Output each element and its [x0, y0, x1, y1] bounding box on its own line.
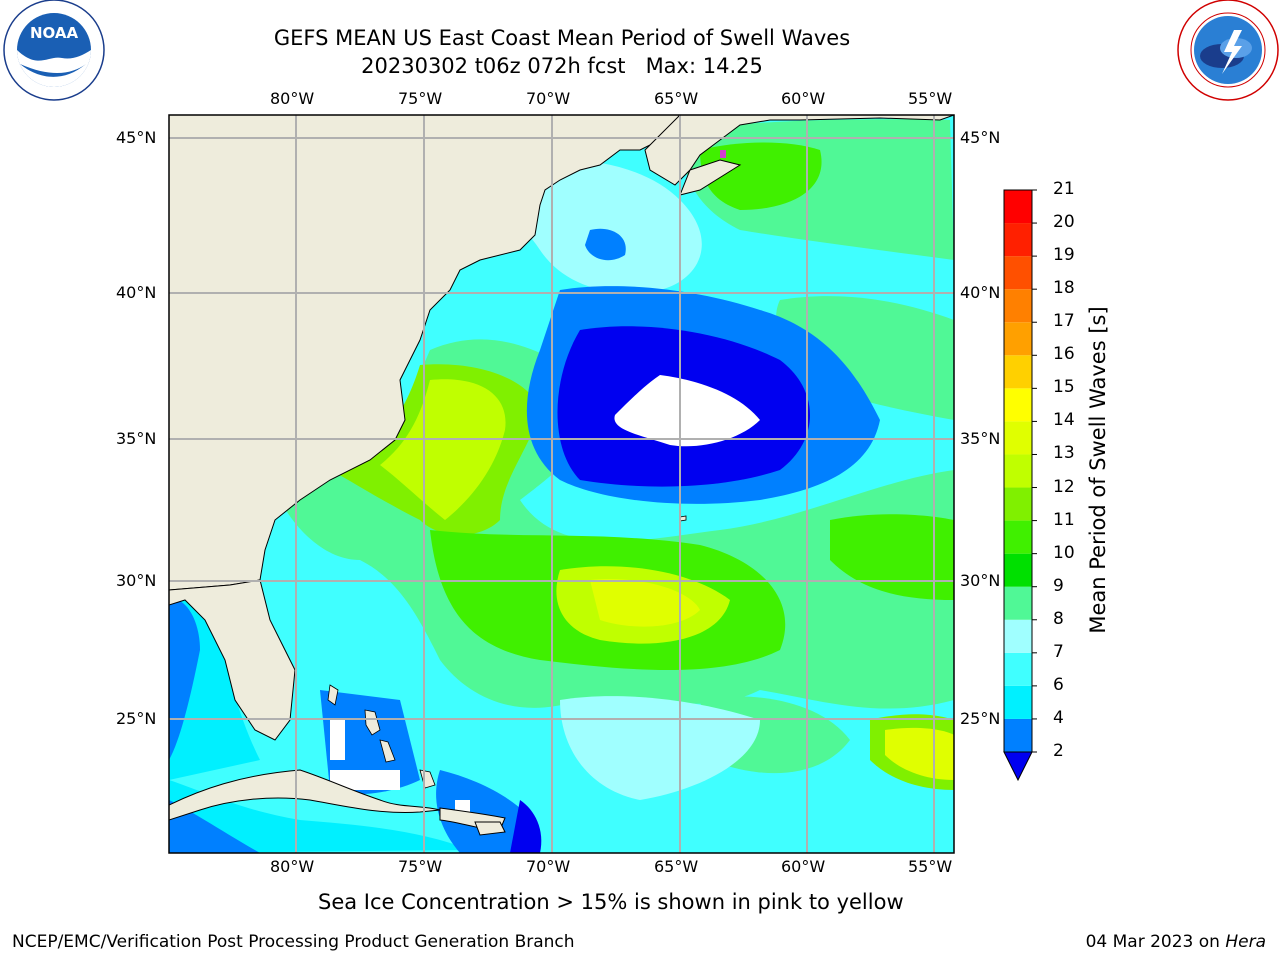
lon-label-bottom-70w: 70°W — [526, 857, 571, 876]
lat-label-right-25n: 25°N — [960, 709, 1001, 728]
colorbar-segment — [1004, 685, 1032, 719]
lat-label-right-45n: 45°N — [960, 128, 1001, 147]
lat-label-right-35n: 35°N — [960, 429, 1001, 448]
colorbar-title: Mean Period of Swell Waves [s] — [1086, 306, 1110, 634]
graticule — [169, 115, 954, 853]
colorbar-level-label: 11 — [1053, 509, 1075, 530]
colorbar-segment — [1004, 322, 1032, 356]
colorbar-segment — [1004, 454, 1032, 488]
colorbar-level-label: 9 — [1053, 575, 1064, 596]
credit-right: 04 Mar 2023 on Hera — [1086, 932, 1266, 952]
colorbar-segment — [1004, 718, 1032, 752]
noaa-logo-text: NOAA — [30, 24, 79, 42]
lat-label-left-45n: 45°N — [116, 128, 157, 147]
nws-logo — [1177, 0, 1279, 101]
colorbar-level-label: 15 — [1053, 377, 1075, 398]
lat-label-left-40n: 40°N — [116, 283, 157, 302]
noaa-logo: NOAA — [3, 0, 105, 101]
colorbar-segment — [1004, 190, 1032, 224]
lon-label-bottom-75w: 75°W — [398, 857, 443, 876]
credit-left: NCEP/EMC/Verification Post Processing Pr… — [12, 932, 575, 952]
map-field — [169, 115, 954, 853]
colorbar-level-label: 18 — [1053, 278, 1075, 299]
lat-label-left-30n: 30°N — [116, 571, 157, 590]
lon-label-top-65w: 65°W — [654, 89, 699, 108]
lat-label-left-35n: 35°N — [116, 429, 157, 448]
lon-label-top-70w: 70°W — [526, 89, 571, 108]
map-frame — [168, 114, 955, 854]
colorbar-level-label: 20 — [1053, 212, 1075, 233]
colorbar-segment — [1004, 256, 1032, 290]
colorbar-level-label: 4 — [1053, 707, 1064, 728]
lon-label-bottom-65w: 65°W — [654, 857, 699, 876]
colorbar-level-label: 8 — [1053, 608, 1064, 629]
colorbar-level-label: 2 — [1053, 741, 1064, 761]
colorbar-segment — [1004, 520, 1032, 554]
lon-label-top-80w: 80°W — [270, 89, 315, 108]
colorbar-segment — [1004, 355, 1032, 389]
colorbar-level-label: 7 — [1053, 641, 1064, 662]
sea-ice-marker — [720, 150, 726, 158]
colorbar-segment — [1004, 652, 1032, 686]
colorbar-segment — [1004, 619, 1032, 653]
lon-label-bottom-60w: 60°W — [781, 857, 826, 876]
colorbar-frame — [1003, 189, 1033, 753]
colorbar-level-label: 19 — [1053, 245, 1075, 266]
colorbar-level-label: 16 — [1053, 344, 1075, 365]
lon-label-top-75w: 75°W — [398, 89, 443, 108]
colorbar-segment — [1004, 421, 1032, 455]
colorbar-level-label: 14 — [1053, 410, 1075, 431]
lat-label-right-30n: 30°N — [960, 571, 1001, 590]
colorbar-level-label: 10 — [1053, 542, 1075, 563]
credit-date: 04 Mar 2023 on — [1085, 932, 1226, 952]
colorbar-segment — [1004, 553, 1032, 587]
lon-label-bottom-55w: 55°W — [908, 857, 953, 876]
swell-period-shading — [169, 115, 954, 853]
colorbar-segment — [1004, 223, 1032, 257]
colorbar-level-label: 6 — [1053, 674, 1064, 695]
colorbar-segment — [1004, 289, 1032, 323]
colorbar-extend-arrow — [1003, 751, 1033, 782]
colorbar-level-label: 12 — [1053, 476, 1075, 497]
lon-label-top-55w: 55°W — [908, 89, 953, 108]
colorbar-level-label: 17 — [1053, 311, 1075, 332]
colorbar-segment — [1004, 586, 1032, 620]
sea-ice-note: Sea Ice Concentration > 15% is shown in … — [318, 890, 904, 914]
lat-label-left-25n: 25°N — [116, 709, 157, 728]
lon-label-bottom-80w: 80°W — [270, 857, 315, 876]
colorbar — [1003, 189, 1037, 782]
lon-label-top-60w: 60°W — [781, 89, 826, 108]
colorbar-level-label: 13 — [1053, 443, 1075, 464]
map-subtitle: 20230302 t06z 072h fcst Max: 14.25 — [361, 54, 763, 78]
lat-label-right-40n: 40°N — [960, 283, 1001, 302]
colorbar-level-label: 21 — [1053, 179, 1075, 199]
credit-machine: Hera — [1225, 932, 1266, 952]
colorbar-segment — [1004, 388, 1032, 422]
colorbar-segment — [1004, 487, 1032, 521]
map-title: GEFS MEAN US East Coast Mean Period of S… — [273, 26, 851, 50]
